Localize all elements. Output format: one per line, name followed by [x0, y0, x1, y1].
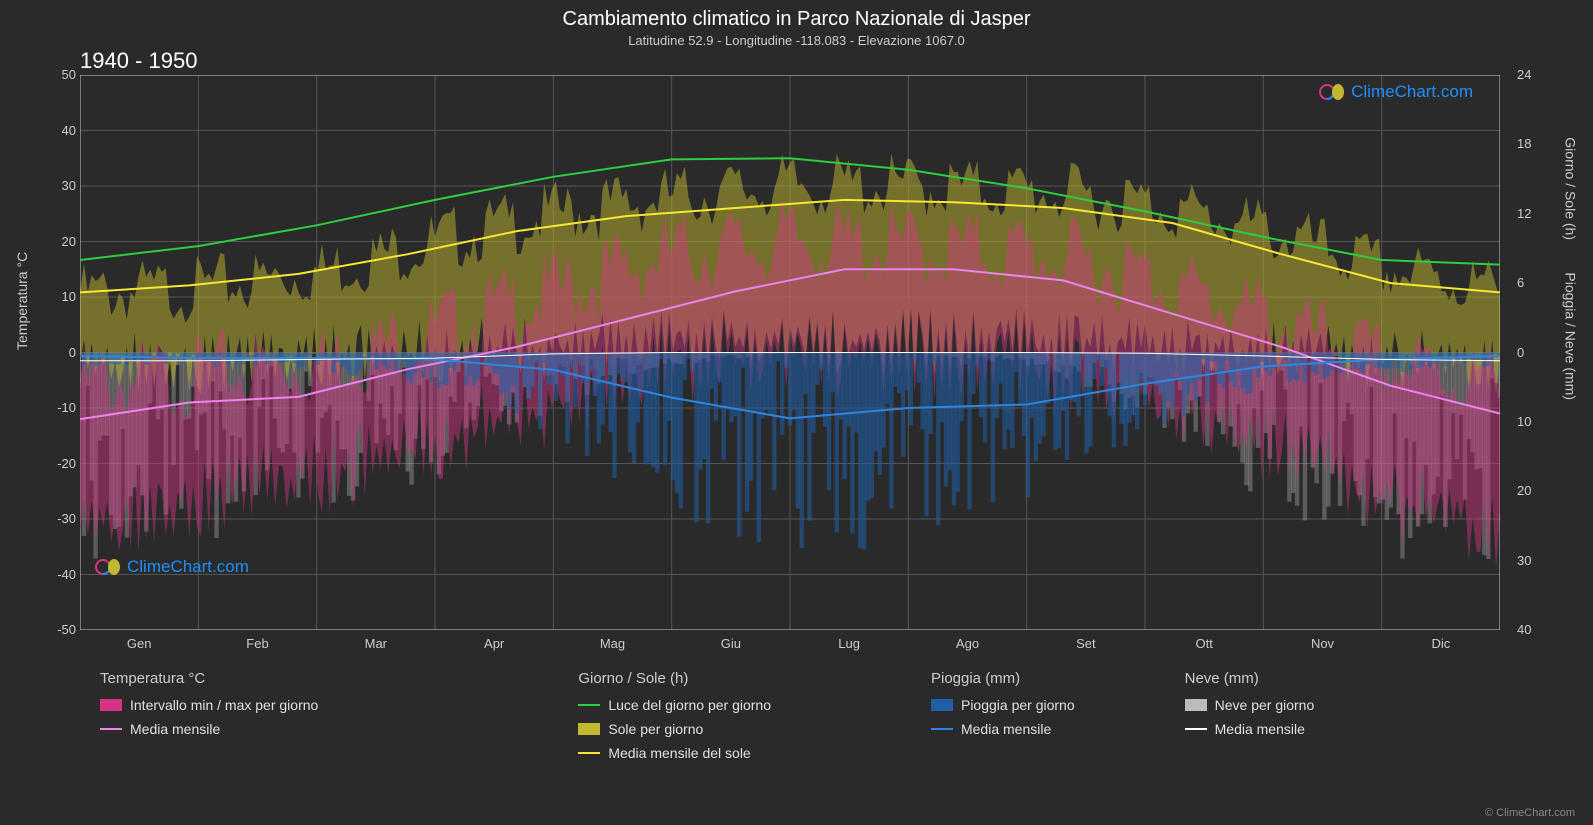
tick-right: 12 [1517, 206, 1551, 221]
swatch-line-icon [1185, 728, 1207, 730]
tick-month: Ago [938, 636, 998, 651]
climechart-logo-icon [95, 557, 121, 577]
plot-svg [80, 75, 1500, 630]
tick-right: 10 [1517, 414, 1551, 429]
legend-head: Giorno / Sole (h) [578, 670, 771, 687]
legend-item: Media mensile [931, 721, 1075, 737]
tick-left: -40 [42, 567, 76, 582]
legend-label: Sole per giorno [608, 721, 703, 737]
legend-item: Media mensile [1185, 721, 1315, 737]
tick-month: Mar [346, 636, 406, 651]
legend-label: Neve per giorno [1215, 697, 1315, 713]
tick-month: Set [1056, 636, 1116, 651]
tick-right: 0 [1517, 345, 1551, 360]
swatch-icon [1185, 699, 1207, 711]
legend-label: Media mensile [1215, 721, 1305, 737]
tick-month: Apr [464, 636, 524, 651]
legend-col-rain: Pioggia (mm) Pioggia per giorno Media me… [931, 670, 1075, 761]
tick-right: 6 [1517, 275, 1551, 290]
legend-label: Pioggia per giorno [961, 697, 1075, 713]
legend-item: Sole per giorno [578, 721, 771, 737]
swatch-line-icon [578, 704, 600, 706]
tick-left: -30 [42, 511, 76, 526]
tick-left: 50 [42, 67, 76, 82]
tick-month: Feb [228, 636, 288, 651]
tick-left: 0 [42, 345, 76, 360]
tick-month: Dic [1411, 636, 1471, 651]
chart-subtitle: Latitudine 52.9 - Longitudine -118.083 -… [0, 31, 1593, 48]
tick-right: 40 [1517, 622, 1551, 637]
tick-right: 24 [1517, 67, 1551, 82]
tick-right: 20 [1517, 483, 1551, 498]
tick-month: Ott [1174, 636, 1234, 651]
watermark-top: ClimeChart.com [1319, 82, 1473, 102]
swatch-icon [578, 723, 600, 735]
climechart-logo-icon [1319, 82, 1345, 102]
watermark-text: ClimeChart.com [127, 557, 249, 577]
y-right-top-label: Giorno / Sole (h) [1563, 137, 1579, 240]
legend-col-snow: Neve (mm) Neve per giorno Media mensile [1185, 670, 1315, 761]
tick-left: -20 [42, 456, 76, 471]
watermark-bottom: ClimeChart.com [95, 557, 249, 577]
tick-right: 18 [1517, 136, 1551, 151]
tick-left: -50 [42, 622, 76, 637]
tick-month: Gen [109, 636, 169, 651]
swatch-line-icon [100, 728, 122, 730]
tick-right: 30 [1517, 553, 1551, 568]
legend-head: Neve (mm) [1185, 670, 1315, 687]
legend-head: Pioggia (mm) [931, 670, 1075, 687]
tick-month: Nov [1293, 636, 1353, 651]
legend-item: Media mensile [100, 721, 318, 737]
tick-left: 40 [42, 123, 76, 138]
tick-left: 30 [42, 178, 76, 193]
swatch-icon [931, 699, 953, 711]
legend-col-temperature: Temperatura °C Intervallo min / max per … [100, 670, 318, 761]
legend-label: Media mensile [961, 721, 1051, 737]
legend-item: Pioggia per giorno [931, 697, 1075, 713]
legend: Temperatura °C Intervallo min / max per … [100, 670, 1553, 761]
watermark-text: ClimeChart.com [1351, 82, 1473, 102]
legend-item: Luce del giorno per giorno [578, 697, 771, 713]
y-left-label: Temperatura °C [14, 252, 30, 350]
tick-left: 10 [42, 289, 76, 304]
tick-month: Mag [583, 636, 643, 651]
swatch-icon [100, 699, 122, 711]
period-label: 1940 - 1950 [80, 48, 197, 74]
legend-col-daylight: Giorno / Sole (h) Luce del giorno per gi… [578, 670, 771, 761]
legend-label: Media mensile del sole [608, 745, 750, 761]
swatch-line-icon [578, 752, 600, 754]
plot-area [80, 75, 1500, 630]
tick-left: -10 [42, 400, 76, 415]
tick-month: Giu [701, 636, 761, 651]
copyright: © ClimeChart.com [1485, 807, 1575, 819]
climate-chart: Cambiamento climatico in Parco Nazionale… [0, 0, 1593, 825]
legend-head: Temperatura °C [100, 670, 318, 687]
tick-left: 20 [42, 234, 76, 249]
legend-item: Intervallo min / max per giorno [100, 697, 318, 713]
swatch-line-icon [931, 728, 953, 730]
tick-month: Lug [819, 636, 879, 651]
legend-item: Media mensile del sole [578, 745, 771, 761]
legend-label: Luce del giorno per giorno [608, 697, 771, 713]
y-right-bot-label: Pioggia / Neve (mm) [1563, 272, 1579, 400]
legend-label: Media mensile [130, 721, 220, 737]
legend-item: Neve per giorno [1185, 697, 1315, 713]
legend-label: Intervallo min / max per giorno [130, 697, 318, 713]
chart-title: Cambiamento climatico in Parco Nazionale… [0, 0, 1593, 31]
